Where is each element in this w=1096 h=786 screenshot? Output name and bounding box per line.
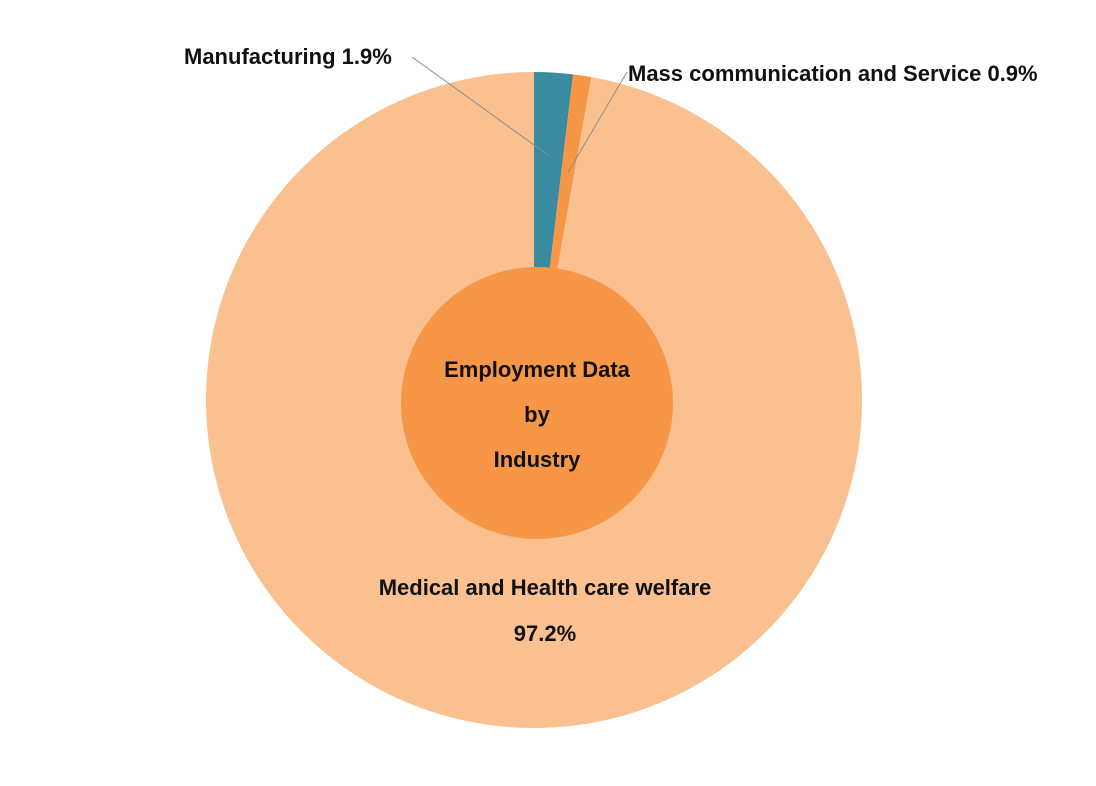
center-title-line-1: Employment Data: [444, 357, 631, 382]
center-title-line-2: by: [524, 402, 550, 427]
center-circle: [401, 267, 673, 539]
leader-line-manufacturing: [411, 56, 549, 156]
leader-lines: [411, 56, 628, 173]
label-mass-communication: Mass communication and Service 0.9%: [628, 61, 1038, 86]
leader-line-mass-communication: [567, 71, 628, 173]
label-medical-health-value: 97.2%: [514, 621, 576, 646]
label-medical-health: Medical and Health care welfare: [379, 575, 712, 600]
center-title-line-3: Industry: [494, 447, 582, 472]
label-manufacturing: Manufacturing 1.9%: [184, 44, 392, 69]
